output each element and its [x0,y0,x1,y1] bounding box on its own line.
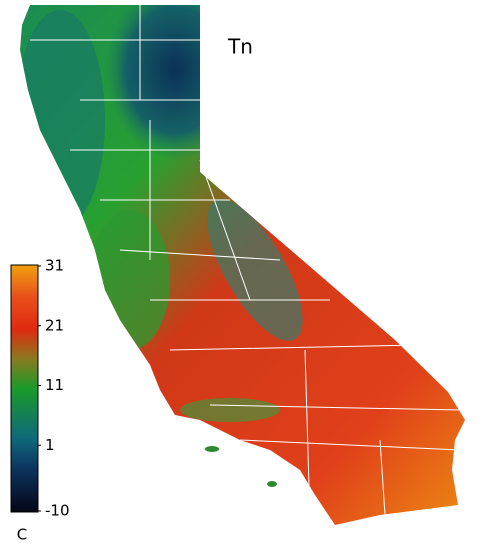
island [205,446,219,452]
map-title: Tn [227,35,253,59]
colorbar-tick-label: 11 [45,376,64,394]
colorbar-tick-label: 31 [45,257,64,275]
colorbar [10,264,39,513]
colorbar-unit: C [17,526,27,544]
colorbar-tick-label: -10 [45,502,70,520]
colorbar-tick-label: 21 [45,316,64,334]
island [267,481,277,487]
colorbar-tick-label: 1 [45,436,55,454]
